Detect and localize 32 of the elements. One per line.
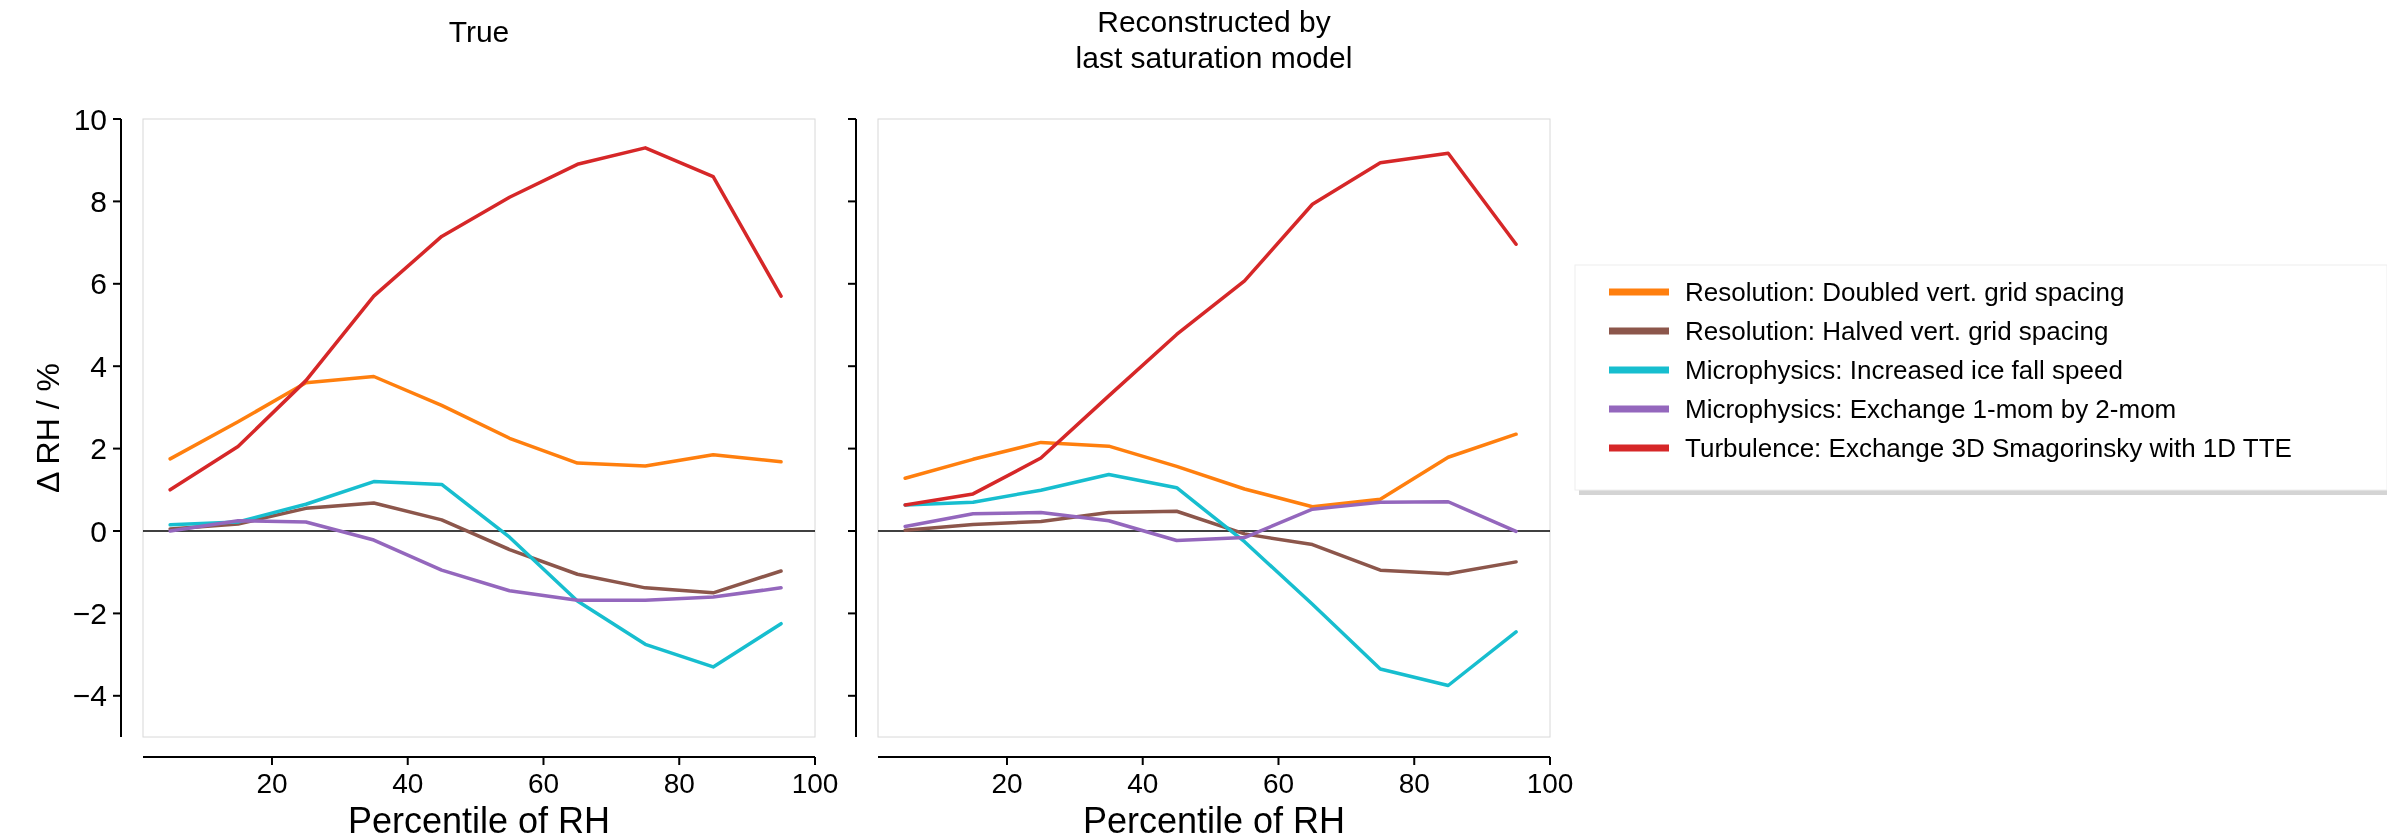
y-tick-label: 2 [90,432,107,466]
y-tick-label: 4 [90,349,107,383]
x-tick-label: 20 [256,768,288,799]
legend-label: Microphysics: Exchange 1-mom by 2-mom [1685,394,2177,425]
y-axis-title: Δ RH / % [30,363,66,493]
y-tick-label: 10 [73,102,107,136]
chart-title: Reconstructed by last saturation model [1075,5,1353,74]
x-axis-title: Percentile of RH [347,800,611,836]
legend-label: Turbulence: Exchange 3D Smagorinsky with 1D TTE [1685,433,2292,464]
chart-title: True [448,15,510,48]
line-series [168,146,783,492]
x-tick-label: 80 [663,768,695,799]
x-tick-label: 60 [1262,768,1295,799]
legend-label: Resolution: Doubled vert. grid spacing [1685,277,2125,308]
y-tick-label: 0 [90,514,107,548]
legend-label: Microphysics: Increased ice fall speed [1685,355,2123,386]
legend-label: Resolution: Halved vert. grid spacing [1685,316,2109,347]
x-tick-label: 100 [1526,768,1574,799]
line-series [168,374,783,468]
line-series [168,479,783,669]
x-tick-label: 40 [1127,768,1159,799]
y-tick-label: −2 [72,596,107,630]
x-tick-label: 80 [1398,768,1430,799]
line-series [168,518,783,602]
x-axis-title: Percentile of RH [1082,800,1346,836]
x-tick-label: 60 [527,768,560,799]
y-tick-label: −4 [72,679,107,713]
x-tick-label: 20 [991,768,1023,799]
y-tick-label: 8 [90,184,107,218]
x-tick-label: 100 [791,768,839,799]
y-tick-label: 6 [90,267,107,301]
x-tick-label: 40 [392,768,424,799]
